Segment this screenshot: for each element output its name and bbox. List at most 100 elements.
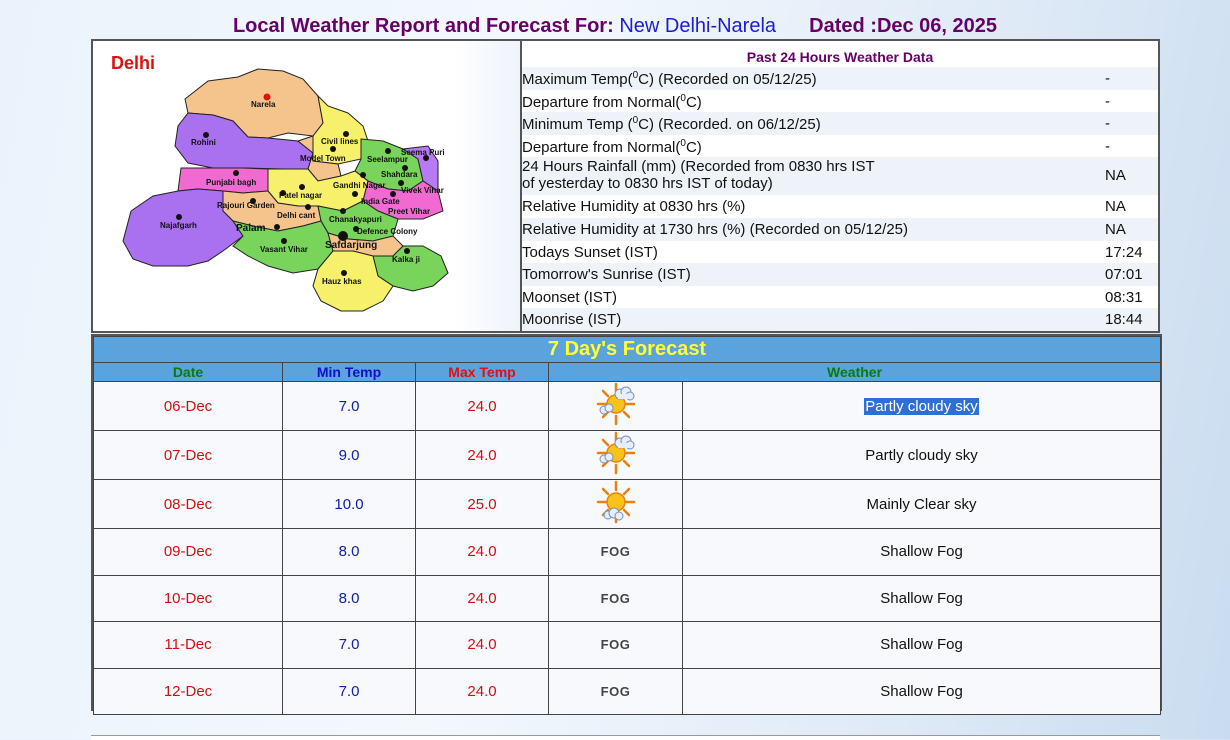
forecast-min-temp: 7.0 bbox=[282, 667, 416, 716]
forecast-date: 11-Dec bbox=[93, 621, 283, 669]
weather-text: Partly cloudy sky bbox=[865, 446, 978, 464]
forecast-date: 08-Dec bbox=[93, 479, 283, 529]
svg-text:Punjabi bagh: Punjabi bagh bbox=[206, 178, 256, 187]
forecast-weather: Shallow Fog bbox=[681, 621, 1162, 669]
weather-text: Shallow Fog bbox=[880, 683, 963, 701]
svg-text:Patel nagar: Patel nagar bbox=[279, 191, 322, 200]
forecast-weather: Shallow Fog bbox=[681, 528, 1162, 576]
weather-text: Shallow Fog bbox=[880, 543, 963, 561]
header-label: Local Weather Report and Forecast For: bbox=[232, 15, 614, 37]
forecast-icon-cell: FOG bbox=[548, 667, 683, 716]
forecast-icon-cell bbox=[548, 479, 683, 529]
fog-icon: FOG bbox=[600, 684, 631, 700]
weather-text: Mainly Clear sky bbox=[866, 495, 977, 513]
forecast-max-temp: 24.0 bbox=[415, 667, 549, 716]
past-row: Departure from Normal(0C) - bbox=[522, 92, 1110, 111]
svg-text:Model Town: Model Town bbox=[300, 154, 346, 163]
forecast-min-temp: 7.0 bbox=[282, 621, 416, 669]
forecast-row: 12-Dec 7.0 24.0 FOG Shallow Fog bbox=[93, 667, 1162, 716]
past-row: Departure from Normal(0C) - bbox=[522, 137, 1110, 156]
svg-text:Defence Colony: Defence Colony bbox=[357, 227, 418, 236]
forecast-row: 11-Dec 7.0 24.0 FOG Shallow Fog bbox=[93, 621, 1162, 669]
forecast-weather: Shallow Fog bbox=[681, 667, 1162, 716]
forecast-min-temp: 10.0 bbox=[282, 479, 416, 529]
past-row: Relative Humidity at 1730 hrs (%) (Recor… bbox=[522, 217, 1158, 241]
top-panel: Delhi bbox=[91, 39, 1160, 333]
forecast-min-temp: 7.0 bbox=[282, 381, 416, 431]
report-header: Local Weather Report and Forecast For: N… bbox=[0, 14, 1230, 38]
past-row: 24 Hours Rainfall (mm) (Recorded from 08… bbox=[522, 157, 1158, 196]
forecast-max-temp: 24.0 bbox=[415, 528, 549, 576]
partly-cloudy-icon bbox=[596, 382, 636, 430]
svg-text:Chanakyapuri: Chanakyapuri bbox=[329, 215, 382, 224]
forecast-weather: Mainly Clear sky bbox=[681, 479, 1162, 529]
svg-text:Rajouri Garden: Rajouri Garden bbox=[217, 201, 275, 210]
forecast-date: 07-Dec bbox=[93, 430, 283, 480]
forecast-weather: Partly cloudy sky bbox=[681, 430, 1162, 480]
forecast-date: 09-Dec bbox=[93, 528, 283, 576]
svg-text:Shahdara: Shahdara bbox=[381, 170, 418, 179]
svg-text:Rohini: Rohini bbox=[191, 138, 216, 147]
report-date: Dated :Dec 06, 2025 bbox=[809, 15, 998, 37]
svg-text:Palam: Palam bbox=[236, 223, 266, 234]
forecast-icon-cell: FOG bbox=[548, 574, 683, 623]
svg-text:Najafgarh: Najafgarh bbox=[160, 221, 197, 230]
header-max-temp: Max Temp bbox=[415, 362, 549, 382]
forecast-table: 7 Day's Forecast Date Min Temp Max Temp … bbox=[91, 334, 1162, 716]
svg-text:India Gate: India Gate bbox=[361, 197, 400, 206]
svg-text:Seelampur: Seelampur bbox=[367, 155, 408, 164]
weather-text: Shallow Fog bbox=[880, 636, 963, 654]
svg-text:Preet Vihar: Preet Vihar bbox=[388, 207, 430, 216]
fog-icon: FOG bbox=[600, 544, 631, 560]
forecast-date: 12-Dec bbox=[93, 667, 283, 716]
past-24h-title: Past 24 Hours Weather Data bbox=[746, 49, 934, 65]
forecast-max-temp: 24.0 bbox=[415, 430, 549, 480]
delhi-district-map: Delhi bbox=[111, 53, 449, 312]
forecast-min-temp: 8.0 bbox=[282, 528, 416, 576]
past-row: Relative Humidity at 0830 hrs (%) NA bbox=[522, 198, 1126, 216]
weather-text-selected: Partly cloudy sky bbox=[864, 397, 979, 415]
forecast-max-temp: 24.0 bbox=[415, 381, 549, 431]
svg-text:Vivek Vihar: Vivek Vihar bbox=[401, 186, 444, 195]
map-title: Delhi bbox=[111, 53, 155, 73]
weather-text: Shallow Fog bbox=[880, 589, 963, 607]
past-row: Moonrise (IST) 18:44 bbox=[522, 308, 1158, 331]
forecast-row: 07-Dec 9.0 24.0 Partly cloudy sky bbox=[93, 430, 1162, 480]
forecast-title: 7 Day's Forecast bbox=[92, 336, 1162, 363]
svg-text:Hauz khas: Hauz khas bbox=[322, 277, 362, 286]
forecast-row: 09-Dec 8.0 24.0 FOG Shallow Fog bbox=[93, 528, 1162, 576]
next-section-edge bbox=[91, 735, 1160, 740]
forecast-row: 06-Dec 7.0 24.0 Partly cloudy sky bbox=[93, 381, 1162, 431]
fog-icon: FOG bbox=[600, 637, 631, 653]
header-date: Date bbox=[93, 362, 283, 382]
forecast-row: 10-Dec 8.0 24.0 FOG Shallow Fog bbox=[93, 574, 1162, 623]
delhi-map: Delhi bbox=[93, 41, 522, 331]
forecast-weather: Partly cloudy sky bbox=[681, 381, 1162, 431]
forecast-max-temp: 24.0 bbox=[415, 621, 549, 669]
forecast-icon-cell bbox=[548, 430, 683, 480]
partly-cloudy-icon bbox=[596, 431, 636, 479]
past-row: Tomorrow's Sunrise (IST) 07:01 bbox=[522, 263, 1158, 286]
svg-text:Delhi cant: Delhi cant bbox=[277, 211, 316, 220]
mainly-clear-icon bbox=[596, 480, 636, 528]
forecast-min-temp: 8.0 bbox=[282, 574, 416, 623]
svg-text:Seema Puri: Seema Puri bbox=[401, 148, 445, 157]
past-row: Minimum Temp (0C) (Recorded. on 06/12/25… bbox=[522, 112, 1158, 135]
fog-icon: FOG bbox=[600, 590, 631, 606]
past-24h-data: Past 24 Hours Weather Data Maximum Temp(… bbox=[522, 41, 1158, 331]
forecast-icon-cell: FOG bbox=[548, 621, 683, 669]
svg-text:Safdarjung: Safdarjung bbox=[325, 240, 377, 251]
svg-text:Kalka ji: Kalka ji bbox=[392, 255, 420, 264]
past-row: Maximum Temp(0C) (Recorded on 05/12/25) … bbox=[522, 67, 1158, 90]
svg-text:Civil lines: Civil lines bbox=[321, 137, 359, 146]
forecast-row: 08-Dec 10.0 25.0 Mainly Clear sky bbox=[93, 479, 1162, 529]
forecast-icon-cell bbox=[548, 381, 683, 431]
location-name: New Delhi-Narela bbox=[619, 15, 777, 37]
forecast-max-temp: 25.0 bbox=[415, 479, 549, 529]
past-row: Todays Sunset (IST) 17:24 bbox=[522, 243, 1143, 261]
forecast-min-temp: 9.0 bbox=[282, 430, 416, 480]
svg-text:Vasant Vihar: Vasant Vihar bbox=[260, 245, 308, 254]
forecast-date: 06-Dec bbox=[93, 381, 283, 431]
svg-text:Gandhi Nagar: Gandhi Nagar bbox=[333, 181, 385, 190]
forecast-date: 10-Dec bbox=[93, 574, 283, 623]
